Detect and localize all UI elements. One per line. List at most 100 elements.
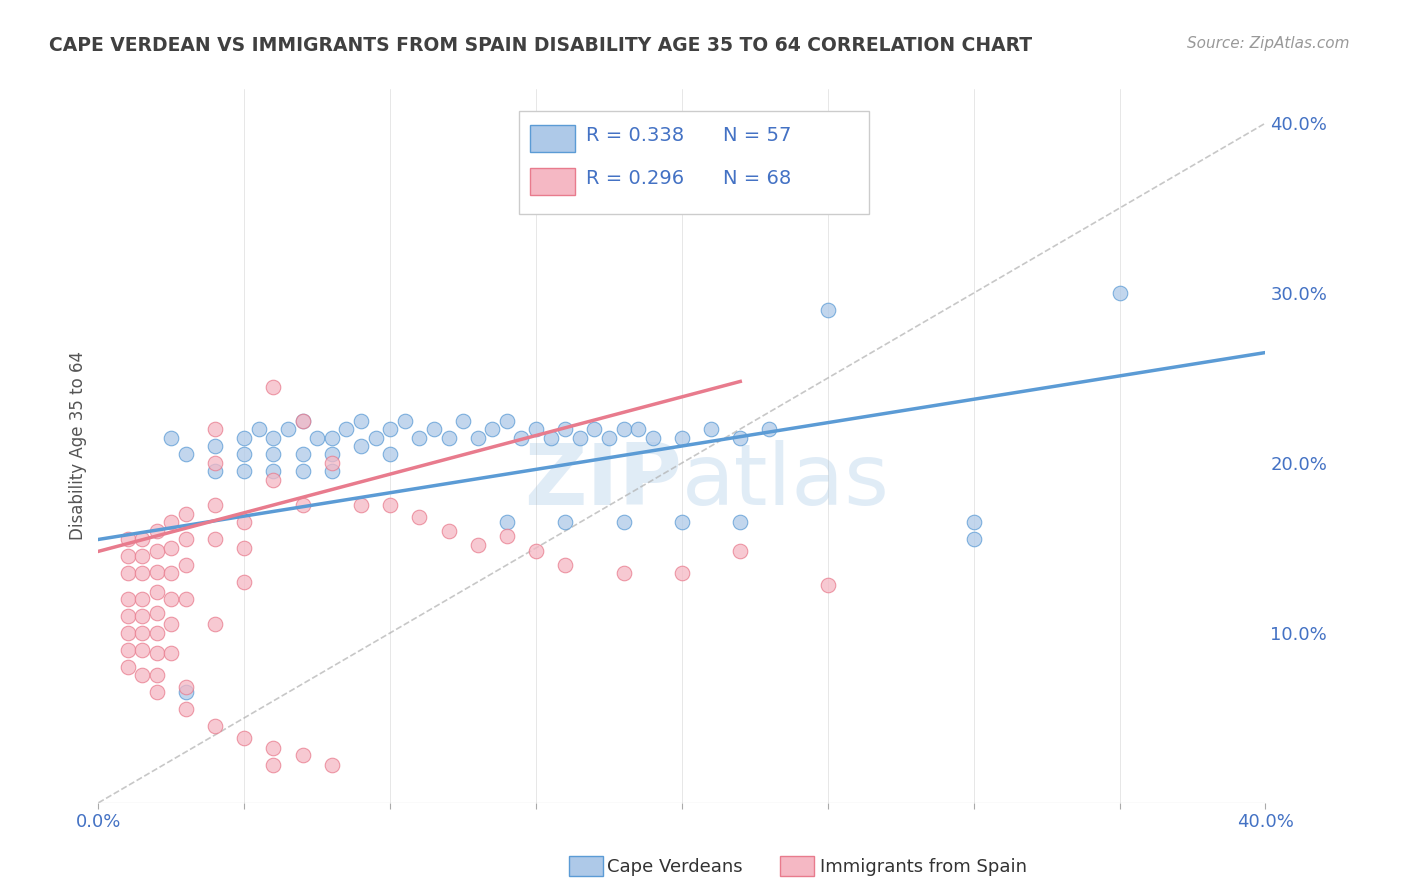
Point [730,516,752,530]
Point [131,549,153,564]
Point [583,422,606,436]
Point [204,465,226,479]
Point [496,529,519,543]
Point [117,643,139,657]
Point [262,465,284,479]
Point [160,646,183,660]
Text: atlas: atlas [682,440,890,524]
Point [380,422,402,436]
Point [350,413,373,427]
Point [380,448,402,462]
Point [174,533,197,547]
Point [117,660,139,674]
Point [291,499,314,513]
Point [568,430,591,444]
Point [335,422,357,436]
Point [291,413,314,427]
Point [146,606,169,620]
Point [160,566,183,581]
Point [262,430,284,444]
Point [117,608,139,623]
Point [204,422,226,436]
Text: Source: ZipAtlas.com: Source: ZipAtlas.com [1187,36,1350,51]
Point [174,448,197,462]
Point [262,741,284,756]
Bar [530,168,575,194]
Point [817,303,839,318]
Point [160,430,183,444]
Point [146,544,169,558]
Point [730,544,752,558]
Point [204,719,226,733]
Point [524,422,547,436]
Point [160,591,183,606]
Point [233,541,256,555]
Point [496,413,519,427]
Point [641,430,664,444]
Point [146,685,169,699]
Point [394,413,416,427]
Point [481,422,503,436]
Point [671,430,693,444]
Point [321,430,343,444]
Point [146,626,169,640]
Point [204,456,226,470]
Point [146,646,169,660]
Point [364,430,387,444]
Point [510,430,533,444]
Point [321,465,343,479]
Point [291,465,314,479]
Point [131,626,153,640]
Point [321,758,343,772]
Text: R = 0.338: R = 0.338 [586,126,685,145]
Text: Cape Verdeans: Cape Verdeans [607,858,742,876]
Point [467,430,489,444]
Point [598,430,620,444]
Point [233,574,256,589]
Point [540,430,562,444]
Point [174,507,197,521]
Point [233,465,256,479]
Point [131,608,153,623]
Point [233,430,256,444]
Point [277,422,299,436]
Point [174,680,197,694]
Point [233,516,256,530]
Point [321,448,343,462]
Point [451,413,474,427]
Point [160,617,183,632]
FancyBboxPatch shape [519,111,869,214]
Point [408,510,430,524]
Point [233,448,256,462]
Y-axis label: Disability Age 35 to 64: Disability Age 35 to 64 [69,351,87,541]
Text: N = 57: N = 57 [723,126,792,145]
Text: N = 68: N = 68 [723,169,792,188]
Point [262,379,284,393]
Point [146,585,169,599]
Point [350,499,373,513]
Point [204,533,226,547]
Point [131,643,153,657]
Text: CAPE VERDEAN VS IMMIGRANTS FROM SPAIN DISABILITY AGE 35 TO 64 CORRELATION CHART: CAPE VERDEAN VS IMMIGRANTS FROM SPAIN DI… [49,36,1032,54]
Point [423,422,446,436]
Point [524,544,547,558]
Point [174,702,197,716]
Point [321,456,343,470]
Point [612,516,634,530]
Point [291,448,314,462]
Point [131,591,153,606]
Point [554,558,576,572]
Point [437,524,460,538]
Point [160,541,183,555]
Point [174,685,197,699]
Point [817,578,839,592]
Point [247,422,270,436]
Point [467,537,489,551]
Point [408,430,430,444]
Point [117,626,139,640]
Text: R = 0.296: R = 0.296 [586,169,685,188]
Point [262,473,284,487]
Point [671,566,693,581]
Point [554,422,576,436]
Point [146,668,169,682]
